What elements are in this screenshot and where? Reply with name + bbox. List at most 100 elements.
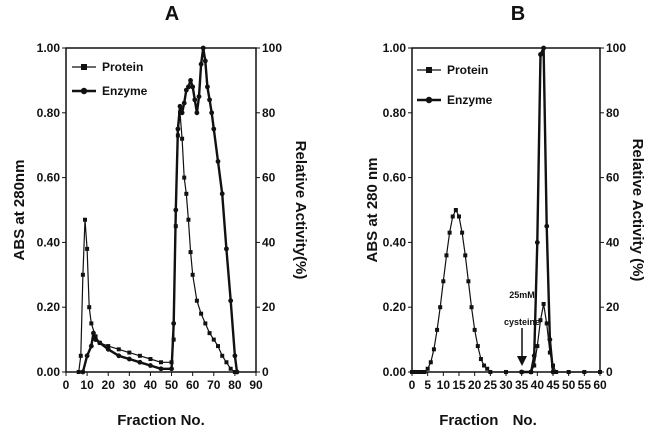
- panel-a-y2tick-label: 100: [262, 41, 282, 55]
- panel-b-protein-point: [441, 279, 446, 284]
- panel-a-xtick-label: 0: [63, 378, 70, 392]
- panel-a-enzyme-point: [116, 353, 122, 359]
- panel-a-enzyme-point: [171, 321, 177, 326]
- panel-a-ytick-label: 0.20: [37, 300, 61, 314]
- panel-b-enzyme-point: [534, 240, 540, 245]
- panel-a-xtick-label: 20: [102, 378, 116, 392]
- panel-a-xtick-label: 10: [80, 378, 94, 392]
- panel-a-enzyme-point: [219, 191, 225, 197]
- panel-a-ytick-label: 0.00: [37, 365, 61, 379]
- panel-b-protein-point: [410, 370, 414, 374]
- panel-a-protein-point: [199, 311, 204, 316]
- panel-a: A 0 10 20 30 40 50 60 70 80 90 0.00 0.20 0.40 0.60 0.8…: [11, 3, 309, 429]
- panel-a-protein-point: [83, 217, 87, 222]
- panel-a-enzyme-point: [194, 110, 200, 116]
- panel-a-enzyme-point: [80, 369, 86, 375]
- panel-b-ytick-label: 0.00: [383, 365, 407, 379]
- panel-a-protein-point: [127, 350, 132, 355]
- panel-a-y2tick-label: 20: [262, 300, 276, 314]
- panel-a-enzyme-point: [188, 78, 193, 83]
- legend-b-enzyme-marker: [425, 96, 433, 104]
- panel-a-protein-point: [89, 321, 94, 326]
- panel-a-letter: A: [165, 3, 179, 25]
- panel-a-enzyme-point: [202, 58, 208, 64]
- panel-b-protein-point: [475, 344, 480, 349]
- panel-b-protein-point: [472, 327, 477, 332]
- panel-a-enzyme-point: [181, 100, 187, 106]
- panel-b-protein-point: [547, 350, 552, 355]
- panel-b-xtick-label: 20: [468, 378, 482, 392]
- panel-b-protein-point: [438, 305, 443, 310]
- panel-a-ytick-label: 0.40: [37, 235, 61, 249]
- panel-a-enzyme-point: [207, 97, 212, 103]
- panel-a-ytick-label: 1.00: [37, 41, 61, 55]
- panel-b-protein-point: [544, 321, 549, 326]
- panel-b-ytick-label: 0.20: [383, 300, 407, 314]
- panel-b-protein-point: [466, 279, 471, 284]
- panel-b-xtick-label: 40: [531, 378, 545, 392]
- panel-b-enzyme-point: [528, 369, 534, 375]
- panel-b-protein-point: [478, 357, 483, 362]
- panel-a-protein-point: [180, 136, 185, 141]
- panel-b-protein-point: [488, 370, 493, 374]
- panel-a-enzyme-point: [97, 340, 103, 346]
- panel-a-enzyme-point: [84, 353, 90, 359]
- panel-a-protein-point: [228, 366, 233, 371]
- annotation-line-2: cysteine: [504, 317, 540, 327]
- panel-a-protein-point: [78, 353, 83, 358]
- panel-b-xtick-label: 15: [452, 378, 466, 392]
- panel-b-y2tick-label: 20: [606, 300, 620, 314]
- panel-b-protein-point: [532, 363, 537, 368]
- panel-a-protein-point: [203, 321, 208, 326]
- panel-b-protein-point: [469, 305, 474, 310]
- panel-a-protein-point: [184, 191, 189, 196]
- panel-b-protein-point: [428, 360, 433, 365]
- panel-a-protein-point: [85, 246, 90, 251]
- panel-a-enzyme-point: [228, 298, 234, 304]
- panel-a-enzyme-point: [211, 126, 217, 132]
- panel-a-protein-point: [220, 353, 225, 358]
- panel-b-protein-point: [422, 370, 427, 374]
- panel-a-protein-point: [159, 360, 163, 365]
- panel-b-protein-point: [435, 327, 440, 332]
- panel-a-enzyme-point: [126, 356, 132, 362]
- panel-b-series: [410, 45, 602, 375]
- panel-a-protein-point: [116, 347, 121, 352]
- panel-a-y2tick-label: 80: [262, 106, 276, 120]
- panel-a-series: [76, 45, 240, 375]
- panel-a-xtick-label: 90: [249, 378, 263, 392]
- panel-a-protein-point: [207, 331, 212, 336]
- panel-a-protein-point: [76, 370, 81, 374]
- panel-a-enzyme-point: [192, 97, 198, 103]
- panel-b-protein-point: [460, 230, 465, 235]
- panel-b-xtick-label: 25: [484, 378, 498, 392]
- panel-a-protein-point: [211, 337, 216, 342]
- panel-a-enzyme-point: [224, 246, 229, 252]
- panel-a-enzyme-point: [177, 103, 183, 109]
- panel-b-ytick-label: 1.00: [383, 41, 407, 55]
- panel-a-protein-point: [148, 357, 153, 362]
- panel-a-xtick-label: 50: [165, 378, 179, 392]
- panel-a-frame: [65, 47, 257, 373]
- panel-b-protein-point: [538, 318, 543, 323]
- panel-b-enzyme-point: [550, 369, 556, 375]
- panel-a-enzyme-point: [169, 366, 174, 372]
- panel-b-xtick-label: 55: [578, 378, 592, 392]
- panel-a-protein-point: [186, 217, 191, 222]
- panel-a-xtick-label: 30: [123, 378, 137, 392]
- panel-b-protein-point: [504, 370, 508, 374]
- panel-b-enzyme-point: [544, 223, 550, 229]
- panel-b-xtick-label: 50: [562, 378, 576, 392]
- panel-a-enzyme-point: [209, 110, 215, 116]
- panel-a-enzyme-point: [198, 61, 204, 67]
- panel-b-xtick-label: 10: [437, 378, 451, 392]
- panel-a-y2tick-label: 40: [262, 235, 276, 249]
- panel-b-ytick-label: 0.40: [383, 235, 407, 249]
- panel-b-ylabel: ABS at 280 nm: [364, 157, 381, 262]
- panel-a-enzyme-point: [105, 346, 111, 352]
- panel-b-enzyme-point: [547, 337, 553, 342]
- panel-a-protein-point: [188, 250, 193, 255]
- panel-b-y2tick-label: 60: [606, 171, 620, 185]
- panel-b-protein-point: [485, 366, 490, 371]
